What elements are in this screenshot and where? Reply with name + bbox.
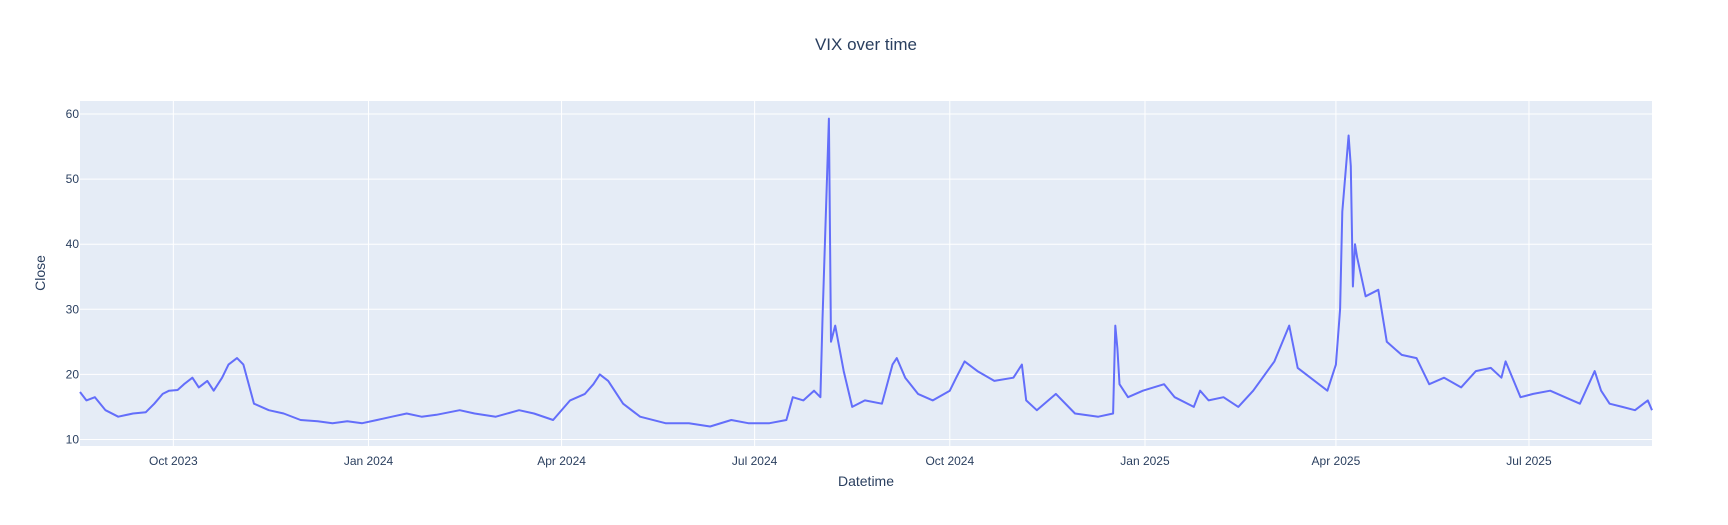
y-axis-label: Close: [32, 255, 48, 291]
y-tick-label: 60: [66, 107, 80, 121]
x-axis-label: Datetime: [838, 473, 894, 489]
y-axis-ticks: 10 20 30 40 50 60: [66, 107, 80, 446]
x-axis-ticks: Oct 2023 Jan 2024 Apr 2024 Jul 2024 Oct 2024…: [149, 454, 1552, 468]
series-group: [79, 117, 1653, 428]
y-tick-label: 10: [66, 432, 80, 446]
chart-title: VIX over time: [815, 35, 917, 54]
y-tick-label: 50: [66, 172, 80, 186]
plot-background: [80, 101, 1652, 446]
x-tick-label: Jul 2025: [1506, 454, 1552, 468]
y-tick-label: 20: [66, 367, 80, 381]
x-tick-label: Jul 2024: [732, 454, 778, 468]
x-tick-label: Jan 2024: [344, 454, 394, 468]
x-tick-label: Jan 2025: [1120, 454, 1170, 468]
vix-close-line: [79, 117, 1653, 428]
x-tick-label: Apr 2024: [537, 454, 586, 468]
y-tick-label: 30: [66, 302, 80, 316]
x-tick-label: Apr 2025: [1312, 454, 1361, 468]
gridlines: [80, 101, 1652, 446]
y-tick-label: 40: [66, 237, 80, 251]
x-tick-label: Oct 2023: [149, 454, 198, 468]
x-tick-label: Oct 2024: [925, 454, 974, 468]
